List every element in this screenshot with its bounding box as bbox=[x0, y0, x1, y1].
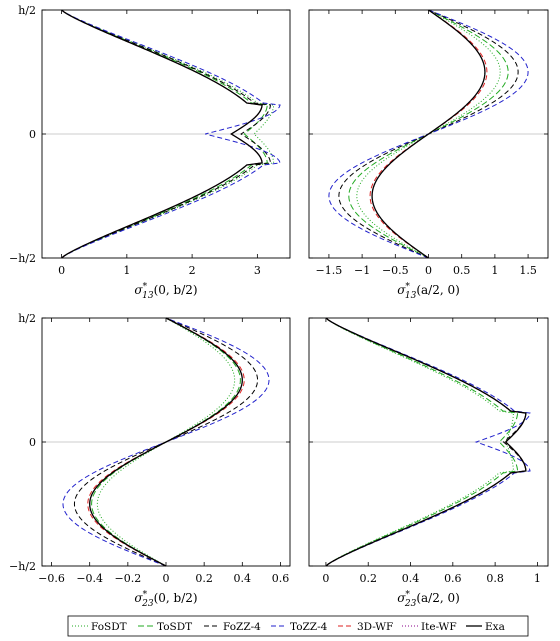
panel-sigma23-center: −0.6 −0.4 −0.2 0 0.2 0.4 0.6 −h/2 0 h/2 σ* 23(0, b/… bbox=[9, 312, 291, 609]
x-tick-label: −0.2 bbox=[114, 572, 141, 585]
x-axis-label: σ* 23(0, b/2) bbox=[134, 590, 197, 609]
x-axis-label: σ* 23(a/2, 0) bbox=[397, 590, 460, 609]
legend-label-fozz-4: FoZZ-4 bbox=[223, 621, 261, 633]
series-line-fosdt bbox=[325, 317, 514, 567]
series-line-exa bbox=[325, 317, 527, 567]
legend-label-fosdt: FoSDT bbox=[91, 621, 127, 633]
plot-frame bbox=[308, 317, 549, 567]
series-line-exa bbox=[61, 9, 263, 259]
x-tick-label: −0.6 bbox=[38, 572, 65, 585]
legend-box bbox=[67, 615, 529, 637]
panel-sigma23-edge: 0 0.2 0.4 0.6 0.8 1 σ* 23(a/2, 0) bbox=[308, 317, 549, 609]
legend-label-3d-wf: 3D-WF bbox=[357, 621, 393, 633]
series-line-exa bbox=[371, 9, 486, 259]
x-tick-label: 0.4 bbox=[402, 572, 420, 585]
x-tick-label: 0 bbox=[322, 572, 329, 585]
series-line-tozz-4 bbox=[61, 9, 281, 259]
x-tick-label: 1 bbox=[534, 572, 541, 585]
x-tick-label: −0.5 bbox=[382, 264, 409, 277]
x-tick-label: 0.2 bbox=[195, 572, 213, 585]
y-tick-label: 0 bbox=[29, 436, 36, 449]
x-tick-label: 2 bbox=[189, 264, 196, 277]
x-tick-label: 1 bbox=[123, 264, 130, 277]
legend-label-exa: Exa bbox=[485, 621, 505, 633]
legend: FoSDT ToSDT FoZZ-4 ToZZ-4 3D-WF Ite-WF Exa bbox=[67, 615, 529, 637]
x-tick-label: −1.5 bbox=[316, 264, 343, 277]
x-tick-label: −1 bbox=[354, 264, 370, 277]
x-tick-label: 3 bbox=[254, 264, 261, 277]
series-line-fosdt bbox=[96, 317, 236, 567]
panel-sigma13-center: 0 1 2 3 −h/2 0 h/2 σ* 13(0, b/2) bbox=[9, 4, 291, 301]
series-line-tosdt bbox=[325, 317, 519, 567]
x-tick-label: 0.6 bbox=[444, 572, 462, 585]
x-tick-label: 0.4 bbox=[234, 572, 252, 585]
plot-frame bbox=[41, 9, 291, 259]
y-tick-label: −h/2 bbox=[9, 560, 36, 573]
y-tick-label: h/2 bbox=[18, 312, 36, 325]
legend-label-ite-wf: Ite-WF bbox=[421, 621, 457, 633]
x-axis-label: σ* 13(a/2, 0) bbox=[397, 282, 460, 301]
panel-sigma13-edge: −1.5 −1 −0.5 0 0.5 1 1.5 σ* 13(a/2, 0) bbox=[308, 9, 549, 301]
x-tick-label: 0.2 bbox=[359, 572, 377, 585]
y-tick-label: 0 bbox=[29, 128, 36, 141]
legend-label-tosdt: ToSDT bbox=[157, 621, 192, 633]
legend-label-tozz-4: ToZZ-4 bbox=[290, 621, 328, 633]
series-line-tozz-4 bbox=[325, 317, 531, 567]
plot-frame bbox=[308, 9, 549, 259]
x-tick-label: −0.4 bbox=[76, 572, 103, 585]
series-line-fozz-4 bbox=[61, 9, 272, 259]
series-line-tosdt bbox=[61, 9, 268, 259]
x-tick-label: 0.5 bbox=[453, 264, 471, 277]
x-tick-label: 0.8 bbox=[486, 572, 504, 585]
x-tick-label: 0 bbox=[425, 264, 432, 277]
x-tick-label: 0 bbox=[163, 572, 170, 585]
x-tick-label: 0 bbox=[58, 264, 65, 277]
plot-frame bbox=[41, 317, 291, 567]
series-line-fosdt bbox=[61, 9, 275, 259]
x-tick-label: 1 bbox=[491, 264, 498, 277]
y-tick-label: h/2 bbox=[18, 4, 36, 17]
x-tick-label: 0.6 bbox=[272, 572, 290, 585]
x-axis-label: σ* 13(0, b/2) bbox=[134, 282, 197, 301]
y-tick-label: −h/2 bbox=[9, 252, 36, 265]
series-line-exa bbox=[89, 317, 243, 567]
x-tick-label: 1.5 bbox=[519, 264, 537, 277]
